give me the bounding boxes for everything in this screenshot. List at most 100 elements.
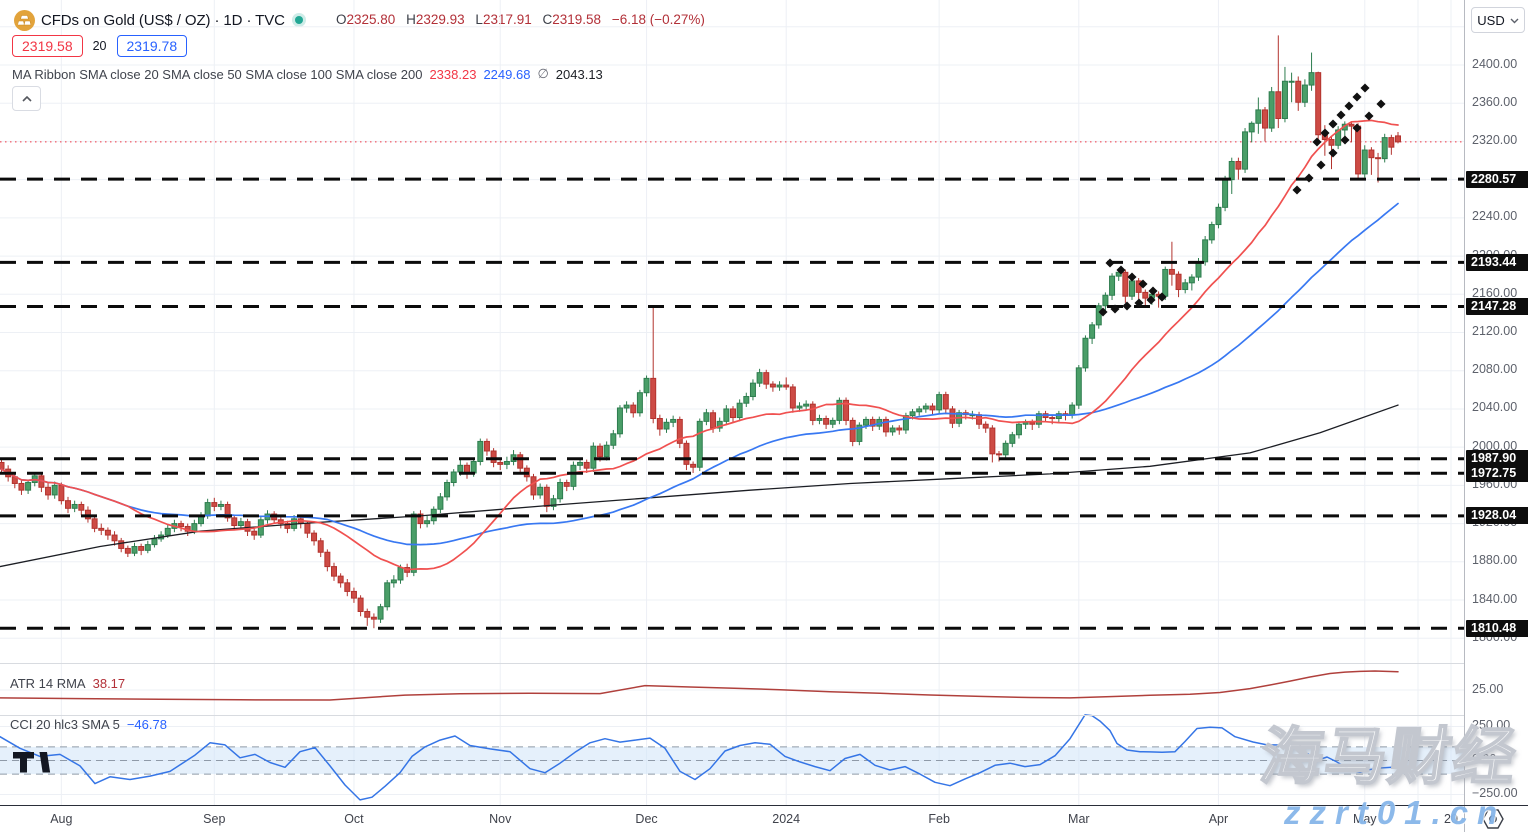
candle-body[interactable] [1182, 282, 1189, 291]
candle-body[interactable] [530, 476, 537, 496]
candle-body[interactable] [118, 540, 125, 549]
candle-body[interactable] [703, 412, 710, 422]
candle-body[interactable] [776, 384, 783, 388]
candle-body[interactable] [417, 513, 424, 525]
market-status-icon[interactable] [292, 13, 306, 27]
pane-separator-atr[interactable] [0, 663, 1528, 664]
trendline-diamond-channel_lower[interactable] [1352, 123, 1362, 133]
candle-body[interactable] [1315, 72, 1322, 136]
price-chart-canvas[interactable] [0, 0, 1464, 805]
candle-body[interactable] [902, 415, 909, 431]
candle-body[interactable] [410, 513, 417, 573]
trendline-diamond-wedge_lower[interactable] [1146, 295, 1156, 305]
candle-body[interactable] [138, 546, 145, 551]
candle-body[interactable] [1122, 271, 1129, 297]
candle-body[interactable] [730, 408, 736, 419]
candle-body[interactable] [131, 546, 138, 554]
candle-body[interactable] [397, 567, 404, 581]
candle-body[interactable] [789, 386, 796, 409]
candle-body[interactable] [1301, 84, 1308, 103]
candle-body[interactable] [178, 523, 185, 527]
candle-body[interactable] [949, 408, 956, 424]
candle-body[interactable] [650, 377, 657, 419]
candle-body[interactable] [656, 417, 663, 430]
candle-body[interactable] [231, 517, 238, 527]
candle-body[interactable] [1328, 139, 1335, 146]
trendline-diamond-wedge_upper[interactable] [1148, 286, 1158, 296]
candle-body[interactable] [982, 423, 989, 429]
candle-body[interactable] [1002, 442, 1009, 456]
candle-body[interactable] [204, 502, 211, 517]
candle-body[interactable] [1388, 137, 1395, 148]
candle-body[interactable] [869, 418, 876, 427]
candle-body[interactable] [690, 463, 697, 468]
candle-body[interactable] [1395, 135, 1401, 143]
candle-body[interactable] [1029, 421, 1036, 425]
trendline-diamond-wedge_lower[interactable] [1134, 298, 1144, 308]
candle-body[interactable] [769, 383, 776, 388]
candle-body[interactable] [1142, 291, 1149, 299]
trendline-diamond-channel_lower[interactable] [1328, 148, 1338, 158]
candle-body[interactable] [1208, 224, 1215, 241]
candle-body[interactable] [756, 372, 763, 384]
candle-body[interactable] [390, 579, 397, 584]
candle-body[interactable] [996, 453, 1002, 456]
candle-body[interactable] [477, 440, 484, 462]
candle-body[interactable] [1109, 275, 1116, 296]
candle-body[interactable] [630, 404, 637, 414]
candle-body[interactable] [1015, 423, 1022, 436]
candle-body[interactable] [989, 427, 996, 455]
candle-body[interactable] [1035, 413, 1042, 425]
candle-body[interactable] [563, 482, 570, 487]
symbol-title[interactable]: CFDs on Gold (US$ / OZ) · 1D · TVC [41, 11, 285, 29]
candle-body[interactable] [829, 419, 836, 425]
candle-body[interactable] [164, 527, 171, 536]
candle-body[interactable] [244, 521, 251, 532]
candle-body[interactable] [144, 544, 151, 551]
candle-body[interactable] [1168, 268, 1175, 275]
trendline-diamond-channel_lower[interactable] [1292, 185, 1302, 195]
candle-body[interactable] [457, 464, 464, 473]
candle-body[interactable] [251, 530, 258, 536]
trendline-diamond-wedge_lower[interactable] [1110, 304, 1120, 314]
candle-body[interactable] [65, 500, 71, 509]
collapse-legend-button[interactable] [12, 86, 41, 111]
candle-body[interactable] [670, 418, 677, 423]
trendline-diamond-wedge_lower[interactable] [1157, 292, 1167, 302]
candle-body[interactable] [1375, 157, 1382, 160]
candle-body[interactable] [317, 540, 324, 553]
candle-body[interactable] [816, 417, 823, 421]
candle-body[interactable] [823, 417, 830, 425]
candle-body[interactable] [696, 420, 703, 468]
trendline-diamond-channel_upper[interactable] [1344, 101, 1354, 111]
candle-body[interactable] [45, 486, 52, 496]
candle-body[interactable] [809, 403, 816, 421]
candle-body[interactable] [583, 461, 590, 469]
candle-body[interactable] [1055, 413, 1062, 419]
candle-body[interactable] [623, 404, 630, 409]
tradingview-logo[interactable] [13, 752, 51, 773]
candle-body[interactable] [543, 486, 550, 507]
candle-body[interactable] [384, 582, 391, 608]
candle-body[interactable] [344, 582, 351, 592]
candle-body[interactable] [357, 597, 364, 612]
candle-body[interactable] [796, 405, 803, 409]
candle-body[interactable] [284, 523, 291, 529]
candle-body[interactable] [856, 424, 863, 442]
candle-body[interactable] [337, 575, 344, 584]
candle-body[interactable] [71, 503, 78, 509]
candle-body[interactable] [91, 518, 98, 529]
candle-body[interactable] [550, 498, 557, 507]
trendline-diamond-channel_lower[interactable] [1364, 111, 1374, 121]
candle-body[interactable] [1095, 305, 1102, 326]
trendline-diamond-channel_upper[interactable] [1336, 110, 1346, 120]
trendline-diamond-wedge_lower[interactable] [1122, 301, 1132, 311]
candle-body[interactable] [237, 521, 244, 527]
candle-body[interactable] [1275, 91, 1282, 120]
candle-body[interactable] [942, 394, 949, 410]
candle-body[interactable] [1228, 160, 1235, 181]
time-axis[interactable]: Aug Sep Oct Nov Dec 2024 Feb Mar Apr May 20 [0, 805, 1528, 832]
candle-body[interactable] [470, 460, 477, 474]
candle-body[interactable] [1368, 149, 1375, 159]
candle-body[interactable] [922, 405, 929, 410]
